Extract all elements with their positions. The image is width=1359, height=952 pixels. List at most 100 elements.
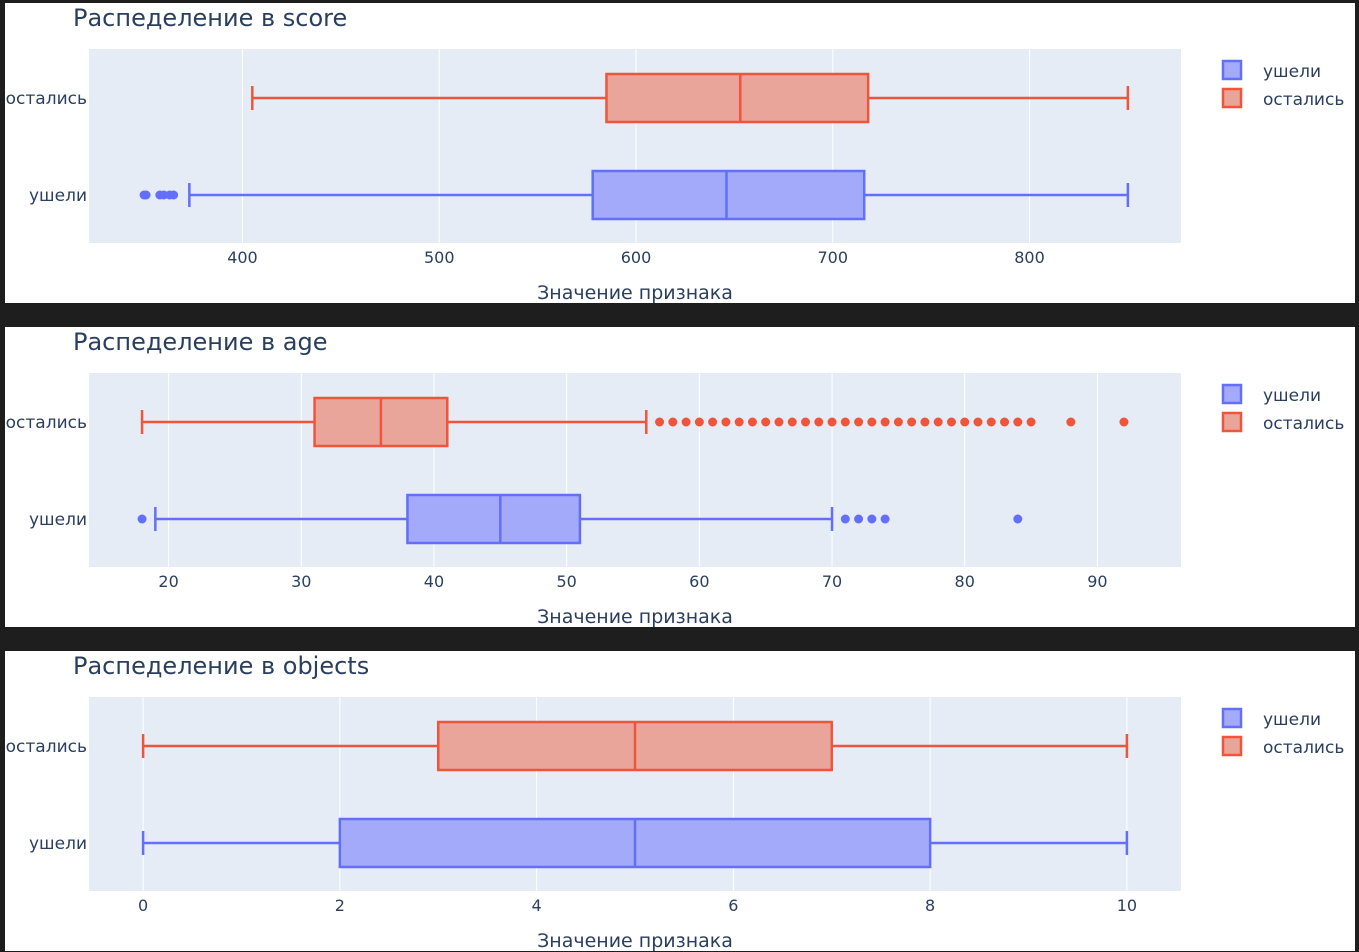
plot-area [89,373,1181,567]
outlier-point [734,417,744,427]
outlier-point [1026,417,1036,427]
x-tick-label: 90 [1087,572,1107,591]
legend-label-left: ушели [1263,386,1321,406]
outlier-point [681,417,691,427]
x-tick-label: 80 [955,572,975,591]
chart-panel-score: Распеделение в score остались ушели 400 5… [5,3,1355,303]
legend: ушели остались [1221,59,1344,110]
x-tick-label: 50 [556,572,576,591]
box-stayed[interactable] [141,720,1129,772]
outlier-point [960,417,970,427]
chart-svg-objects: Распеделение в objects остались ушели 0 2… [6,652,1345,951]
legend-swatch-left [1221,707,1243,729]
outlier-point [1119,417,1129,427]
x-tick-label: 700 [817,248,848,267]
outlier-point [141,190,151,200]
outlier-point [761,417,771,427]
outlier-point [655,417,665,427]
x-tick-labels: 20 30 40 50 60 70 80 90 [158,572,1107,591]
x-tick-label: 8 [925,896,935,915]
x-tick-label: 0 [138,896,148,915]
legend: ушели остались [1221,383,1344,434]
x-tick-label: 70 [822,572,842,591]
legend-swatch-stayed [1221,735,1243,757]
y-tick-label-stayed: остались [6,413,87,433]
x-tick-label: 20 [158,572,178,591]
outlier-point [973,417,983,427]
y-tick-label-left: ушели [29,186,87,206]
y-tick-label-left: ушели [29,510,87,530]
outlier-point [867,514,877,524]
y-tick-label-stayed: остались [6,737,87,757]
outlier-point [747,417,757,427]
x-tick-label: 800 [1014,248,1045,267]
x-tick-label: 2 [335,896,345,915]
legend-item-stayed[interactable]: остались [1221,87,1344,110]
outlier-point [1066,417,1076,427]
box-layer [141,720,1129,869]
x-tick-label: 30 [291,572,311,591]
outlier-point [801,417,811,427]
x-tick-label: 60 [689,572,709,591]
x-axis-label: Значение признака [537,282,733,303]
outlier-point [933,417,943,427]
outlier-point [668,417,678,427]
x-tick-label: 40 [424,572,444,591]
box-iqr [406,493,582,545]
box-layer [139,72,1130,221]
x-tick-label: 500 [424,248,455,267]
outlier-point [920,417,930,427]
chart-svg-age: Распеделение в age остались ушели 20 30 40… [6,328,1345,627]
box-left[interactable] [139,169,1130,221]
chart-panel-objects: Распеделение в objects остались ушели 0 2… [5,651,1355,951]
outlier-point [1013,417,1023,427]
box-left[interactable] [137,493,1023,545]
outlier-point [774,417,784,427]
y-tick-label-stayed: остались [6,89,87,109]
legend-swatch-stayed [1221,87,1243,109]
legend-swatch-left [1221,383,1243,405]
legend-item-left[interactable]: ушели [1221,59,1321,82]
outlier-point [721,417,731,427]
legend-item-stayed[interactable]: остались [1221,411,1344,434]
outlier-point [787,417,797,427]
chart-title: Распеделение в score [73,4,347,32]
chart-panel-age: Распеделение в age остались ушели 20 30 40… [5,327,1355,627]
x-axis-label: Значение признака [537,930,733,951]
legend-item-left[interactable]: ушели [1221,707,1321,730]
box-left[interactable] [141,817,1129,869]
box-iqr [591,169,866,221]
y-tick-label-left: ушели [29,834,87,854]
x-axis-label: Значение признака [537,606,733,627]
legend-item-stayed[interactable]: остались [1221,735,1344,758]
box-iqr [605,72,870,124]
outlier-point [946,417,956,427]
outlier-point [986,417,996,427]
outlier-point [907,417,917,427]
box-stayed[interactable] [251,72,1130,124]
x-tick-label: 10 [1117,896,1137,915]
outlier-point [827,417,837,427]
outlier-point [1000,417,1010,427]
outlier-point [893,417,903,427]
outlier-point [880,514,890,524]
outlier-point [840,514,850,524]
chart-svg-score: Распеделение в score остались ушели 400 5… [6,4,1345,303]
outlier-point [854,417,864,427]
legend-label-stayed: остались [1263,414,1344,434]
outlier-point [854,514,864,524]
x-tick-label: 600 [621,248,652,267]
outlier-point [867,417,877,427]
outlier-point [708,417,718,427]
x-tick-label: 4 [532,896,542,915]
box-stayed[interactable] [140,396,1129,448]
legend-label-stayed: остались [1263,90,1344,110]
x-tick-label: 400 [227,248,258,267]
legend-label-left: ушели [1263,62,1321,82]
box-layer [137,396,1129,545]
outlier-point [814,417,824,427]
outlier-point [880,417,890,427]
legend-item-left[interactable]: ушели [1221,383,1321,406]
legend-label-left: ушели [1263,710,1321,730]
outlier-point [1013,514,1023,524]
